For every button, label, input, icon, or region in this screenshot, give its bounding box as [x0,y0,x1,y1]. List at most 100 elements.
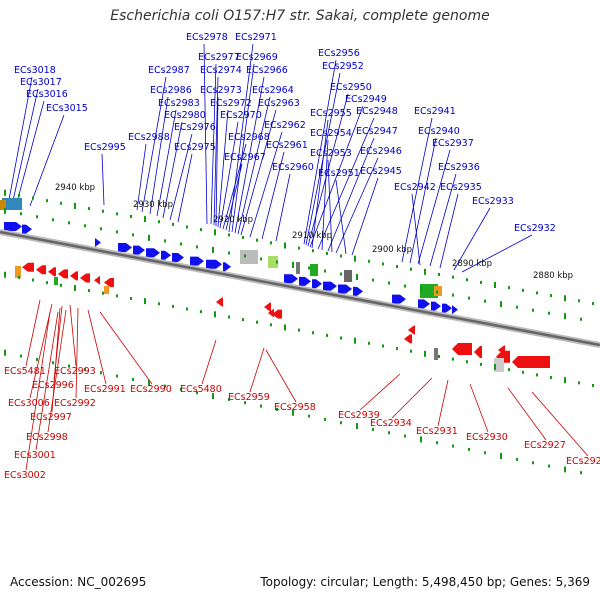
gene-label-ecs2968[interactable]: ECs2968 [228,132,270,143]
gene-label-ecs2987[interactable]: ECs2987 [148,65,190,76]
gene-label-ecs2991[interactable]: ECs2991 [84,384,126,395]
gene-label-ecs2966[interactable]: ECs2966 [246,65,288,76]
gene-label-ecs5481[interactable]: ECs5481 [4,366,46,377]
gene-label-ecs2977[interactable]: ECs2977 [198,52,240,63]
gene-label-ecs2961[interactable]: ECs2961 [266,140,308,151]
gene-label-ecs2959[interactable]: ECs2959 [228,392,270,403]
forward-gene [338,284,352,294]
gene-label-ecs2939[interactable]: ECs2939 [338,410,380,421]
tick-mark [354,337,356,344]
tick-mark [436,290,438,294]
gene-label-ecs2960[interactable]: ECs2960 [272,162,314,173]
gene-label-ecs2930[interactable]: ECs2930 [466,432,508,443]
gene-label-ecs2986[interactable]: ECs2986 [150,85,192,96]
gene-label-ecs3018[interactable]: ECs3018 [14,65,56,76]
gene-label-ecs2956[interactable]: ECs2956 [318,48,360,59]
leader-line [439,193,459,269]
tick-mark [564,377,566,384]
gene-label-ecs2983[interactable]: ECs2983 [158,98,200,109]
gene-label-ecs2947[interactable]: ECs2947 [356,126,398,137]
scale-label: 2890 kbp [452,259,492,269]
leader-line [249,131,283,238]
gene-label-ecs2963[interactable]: ECs2963 [258,98,300,109]
gene-label-ecs2969[interactable]: ECs2969 [236,52,278,63]
gene-label-ecs2949[interactable]: ECs2949 [345,94,387,105]
gene-label-ecs3002[interactable]: ECs3002 [4,470,46,481]
gene-label-ecs2935[interactable]: ECs2935 [440,182,482,193]
gene-label-ecs2931[interactable]: ECs2931 [416,426,458,437]
gene-label-ecs2993[interactable]: ECs2993 [54,366,96,377]
gene-label-ecs2946[interactable]: ECs2946 [360,146,402,157]
gene-label-ecs2996[interactable]: ECs2996 [32,380,74,391]
upper-gene-labels[interactable]: ECs3018ECs3017ECs3016ECs3015ECs2995ECs29… [14,32,556,234]
gene-label-ecs2955[interactable]: ECs2955 [310,108,352,119]
tick-mark [500,301,502,308]
gene-label-ecs2942[interactable]: ECs2942 [394,182,436,193]
tick-mark [244,254,246,258]
gene-label-ecs2927[interactable]: ECs2927 [524,440,566,451]
tick-mark [508,368,510,372]
gene-label-ecs2998[interactable]: ECs2998 [26,432,68,443]
gene-label-ecs2967[interactable]: ECs2967 [224,152,266,163]
reverse-gene [216,297,223,307]
gene-label-ecs3006[interactable]: ECs3006 [8,398,50,409]
leader-line [177,153,193,223]
gene-label-ecs2973[interactable]: ECs2973 [200,85,242,96]
gene-label-ecs2972[interactable]: ECs2972 [210,98,252,109]
gene-label-ecs2951[interactable]: ECs2951 [318,168,360,179]
tick-mark [158,220,160,224]
gene-label-ecs2934[interactable]: ECs2934 [370,418,412,429]
gene-label-ecs2945[interactable]: ECs2945 [360,166,402,177]
gene-label-ecs2975[interactable]: ECs2975 [174,142,216,153]
tick-mark [354,255,356,262]
gene-label-ecs2952[interactable]: ECs2952 [322,61,364,72]
tick-mark [284,242,286,249]
lower-gene-labels[interactable]: ECs5481 ECs2993 ECs2996 ECs2991 ECs2990 ECs30… [4,366,600,481]
gene-label-ecs2941[interactable]: ECs2941 [414,106,456,117]
gene-label-ecs2970[interactable]: ECs2970 [220,110,262,121]
gene-label-ecs2933[interactable]: ECs2933 [472,196,514,207]
feature-tracks[interactable] [0,198,550,372]
scale-label: 2880 kbp [533,271,573,281]
gene-label-ecs2971[interactable]: ECs2971 [235,32,277,43]
gene-label-ecs2988[interactable]: ECs2988 [128,132,170,143]
gene-label-ecs2953[interactable]: ECs2953 [310,148,352,159]
tick-mark [550,376,552,380]
tick-mark [292,409,294,416]
tick-mark [368,259,370,263]
tick-mark [308,266,310,270]
gene-label-ecs3017[interactable]: ECs3017 [20,77,62,88]
gene-label-ecs3016[interactable]: ECs3016 [26,89,68,100]
gene-label-ecs3015[interactable]: ECs3015 [46,103,88,114]
gene-label-ecs2978[interactable]: ECs2978 [186,32,228,43]
gene-label-ecs2962[interactable]: ECs2962 [264,120,306,131]
gene-label-ecs2954[interactable]: ECs2954 [310,128,352,139]
gene-label-ecs2964[interactable]: ECs2964 [252,85,294,96]
gene-label-ecs5480[interactable]: ECs5480 [180,384,222,395]
tick-mark [382,262,384,266]
gene-label-ecs2995[interactable]: ECs2995 [84,142,126,153]
tick-mark [52,218,54,222]
gene-label-ecs2936[interactable]: ECs2936 [438,162,480,173]
gene-label-ecs2958[interactable]: ECs2958 [274,402,316,413]
gene-label-ecs2937[interactable]: ECs2937 [432,138,474,149]
tick-mark [564,313,566,320]
gene-label-ecs2948[interactable]: ECs2948 [356,106,398,117]
forward-gene [206,259,222,269]
gene-label-ecs3001[interactable]: ECs3001 [14,450,56,461]
gene-label-ecs2932[interactable]: ECs2932 [514,223,556,234]
gene-label-ecs2990[interactable]: ECs2990 [130,384,172,395]
gene-label-ecs2976[interactable]: ECs2976 [174,122,216,133]
gene-label-ecs2997[interactable]: ECs2997 [30,412,72,423]
gene-label-ecs2980[interactable]: ECs2980 [164,110,206,121]
feature-block [310,264,318,276]
gene-label-ecs2974[interactable]: ECs2974 [200,65,242,76]
tick-mark [180,387,182,391]
tick-mark [292,261,294,268]
gene-label-ecs2992[interactable]: ECs2992 [54,398,96,409]
gene-label-ecs2950[interactable]: ECs2950 [330,82,372,93]
gene-label-ecs2926[interactable]: ECs2926 [566,456,600,467]
leader-line [87,309,107,385]
gene-label-ecs2940[interactable]: ECs2940 [418,126,460,137]
